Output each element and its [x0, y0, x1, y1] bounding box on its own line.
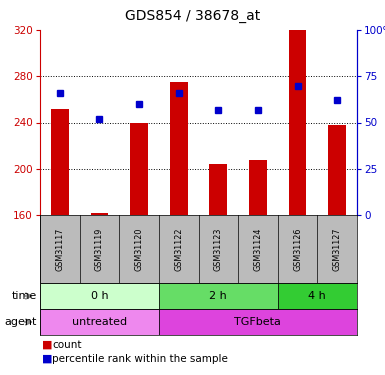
Bar [278, 283, 357, 309]
Text: time: time [12, 291, 37, 301]
Bar [159, 309, 357, 335]
Text: GSM31126: GSM31126 [293, 227, 302, 271]
Bar [130, 123, 148, 215]
Text: TGFbeta: TGFbeta [234, 317, 281, 327]
Text: GSM31117: GSM31117 [55, 227, 64, 271]
Bar [90, 213, 108, 215]
Text: GSM31127: GSM31127 [333, 227, 342, 271]
Bar [289, 30, 306, 215]
Text: GSM31123: GSM31123 [214, 227, 223, 271]
Bar [170, 82, 187, 215]
Text: 2 h: 2 h [209, 291, 227, 301]
Text: 4 h: 4 h [308, 291, 326, 301]
Text: GSM31119: GSM31119 [95, 227, 104, 271]
Text: GSM31124: GSM31124 [253, 227, 263, 271]
Text: ■: ■ [42, 340, 52, 350]
Text: GDS854 / 38678_at: GDS854 / 38678_at [125, 9, 260, 23]
Text: percentile rank within the sample: percentile rank within the sample [52, 354, 228, 364]
Bar [328, 125, 346, 215]
Text: GSM31122: GSM31122 [174, 227, 183, 271]
Text: GSM31120: GSM31120 [135, 227, 144, 271]
Bar [40, 309, 159, 335]
Bar [209, 164, 227, 215]
Bar [51, 109, 69, 215]
Bar [40, 283, 159, 309]
Text: count: count [52, 340, 82, 350]
Text: agent: agent [5, 317, 37, 327]
Bar [249, 159, 267, 215]
Text: ■: ■ [42, 354, 52, 364]
Text: untreated: untreated [72, 317, 127, 327]
Bar [159, 283, 278, 309]
Text: 0 h: 0 h [90, 291, 108, 301]
